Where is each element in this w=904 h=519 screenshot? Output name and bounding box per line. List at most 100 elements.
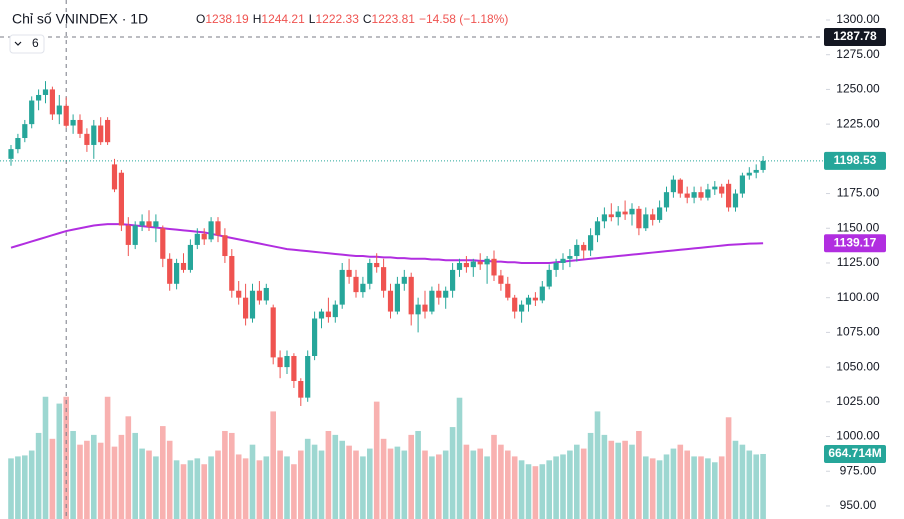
ohlc-legend: O1238.19 H1244.21 L1222.33 C1223.81 −14.58 (… (196, 12, 508, 26)
volume-bar (304, 438, 311, 519)
volume-bar (732, 440, 739, 519)
candle-body (560, 258, 566, 263)
candle-body (567, 256, 573, 259)
volume-bar (160, 426, 166, 519)
volume-bar (656, 460, 663, 519)
volume-bar (353, 450, 359, 519)
candle-body (36, 94, 42, 101)
candle-body (160, 228, 166, 259)
volume-bar (601, 434, 608, 519)
candle-body (726, 183, 732, 208)
volume-bar (215, 450, 221, 519)
y-tick-label: 1150.00 (837, 220, 880, 234)
y-tick-label: 1025.00 (836, 394, 880, 408)
candle-body (401, 276, 407, 284)
candle-body (243, 297, 249, 319)
ma-label: 1139.17 (834, 235, 877, 249)
volume-bar (574, 444, 580, 519)
candle-body (387, 290, 394, 312)
candle-body (539, 286, 545, 301)
volume-bar (505, 450, 511, 519)
ma-label-box (824, 234, 886, 253)
y-tick-label: 1050.00 (836, 359, 880, 373)
volume-bar (718, 456, 725, 519)
volume-bar (753, 454, 759, 519)
candle-body (581, 244, 587, 251)
candle-body (208, 221, 214, 240)
candle-body (98, 125, 104, 143)
candle-body (394, 283, 400, 312)
volume-bar (339, 440, 345, 519)
volume-bar (111, 446, 118, 519)
volume-bar (125, 416, 132, 519)
candle-body (91, 125, 97, 145)
volume-bar (408, 434, 414, 519)
candle-body (70, 119, 76, 126)
volume-bar (132, 432, 138, 519)
volume-bar (318, 450, 325, 519)
candle-body (622, 211, 628, 215)
volume-bar (436, 454, 442, 519)
candle-body (8, 149, 14, 159)
indicator-count: 6 (32, 36, 39, 50)
volume-bar (84, 440, 90, 519)
volume-bar (567, 450, 573, 519)
legend-key: H (253, 12, 262, 26)
candle-body (374, 262, 380, 268)
volume-bar (415, 430, 421, 519)
legend-value: 1222.33 (315, 12, 359, 26)
candle-body (325, 311, 331, 318)
volume-bar (49, 438, 56, 519)
candle-body (346, 269, 352, 277)
volume-bar (194, 458, 201, 519)
candle-body (180, 262, 187, 270)
candle-body (84, 133, 90, 145)
indicator-toggle[interactable] (9, 34, 45, 54)
volume-bar (15, 456, 21, 519)
candle-body (732, 193, 739, 208)
volume-bar (615, 442, 621, 519)
volume-bar (622, 440, 628, 519)
candle-body (339, 269, 345, 305)
candle-body (422, 304, 428, 312)
volume-bar (677, 444, 684, 519)
candle-body (105, 119, 111, 143)
volume-bar (387, 448, 394, 519)
last-price-label: 1198.53 (834, 153, 877, 167)
candle-body (484, 258, 490, 265)
volume-bar (649, 458, 656, 519)
volume-bar (284, 456, 290, 519)
candle-body (305, 355, 311, 398)
candle-body (670, 179, 676, 193)
candle-body (553, 262, 559, 270)
candle-body (657, 207, 663, 220)
candle-body (636, 208, 642, 229)
volume-bar (580, 448, 587, 519)
volume-bar (477, 448, 483, 519)
y-tick-label: 1175.00 (837, 186, 880, 200)
candle-body (270, 307, 276, 358)
candle-body (429, 290, 435, 312)
candle-body (29, 100, 35, 125)
candle-body (249, 290, 256, 319)
candle-body (525, 297, 532, 305)
volume-bar (422, 450, 428, 519)
candle-body (546, 269, 552, 287)
candle-body (505, 283, 511, 298)
volume-bar (298, 450, 304, 519)
candle-body (367, 262, 373, 284)
candle-body (532, 297, 538, 301)
volume-bar (518, 460, 525, 519)
candle-body (470, 261, 476, 268)
volume-bar (698, 456, 704, 519)
candle-body (332, 304, 338, 318)
volume-bar (401, 450, 408, 519)
candle-body (263, 287, 269, 301)
volume-bar (463, 444, 470, 519)
candle-body (436, 290, 442, 298)
volume-bar (42, 396, 49, 519)
volume-bar (553, 456, 559, 519)
candle-body (215, 221, 221, 236)
candle-body (353, 276, 359, 293)
candle-body (360, 283, 366, 293)
